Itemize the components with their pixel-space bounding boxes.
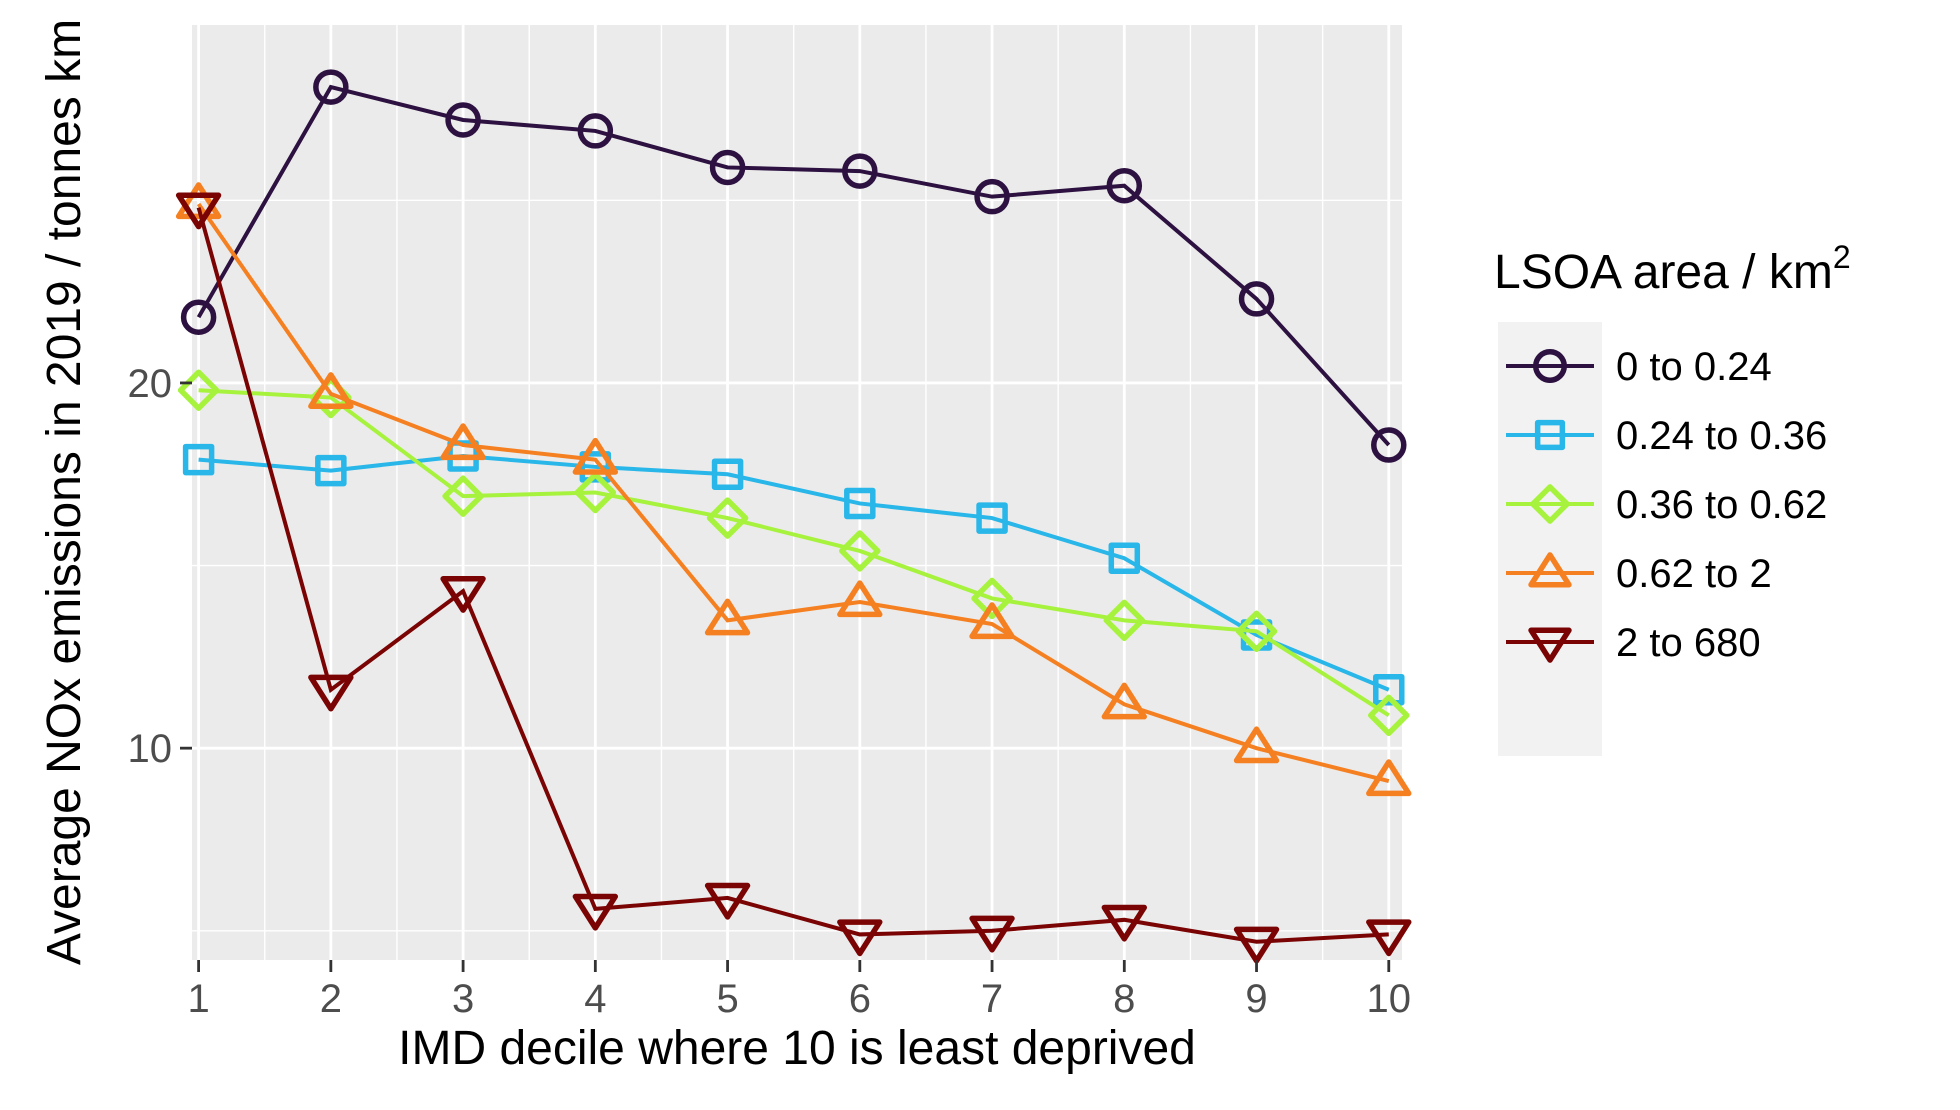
data-point [1366, 919, 1412, 957]
data-point [974, 178, 1010, 215]
data-point [574, 471, 617, 514]
legend-label: 0.62 to 2 [1616, 552, 1772, 596]
legend-item: 2 to 680 [1506, 621, 1761, 665]
legend-label: 0.36 to 0.62 [1616, 483, 1827, 527]
legend-label: 0 to 0.24 [1616, 345, 1772, 389]
legend-item: 0.36 to 0.62 [1506, 483, 1827, 527]
y-tick-label: 10 [128, 727, 173, 771]
data-point [440, 423, 486, 461]
data-point [572, 893, 619, 931]
x-tick-label: 1 [187, 977, 209, 1021]
data-point [1233, 726, 1280, 764]
x-tick-label: 6 [849, 977, 871, 1021]
legend: LSOA area / km2 0 to 0.24 0.24 to 0.36 0.3… [1494, 239, 1851, 756]
axes-layer: 10 20 1 2 3 4 5 6 7 8 9 10 [128, 362, 1412, 1021]
data-point [969, 602, 1015, 640]
data-point [1101, 682, 1147, 720]
data-point [445, 102, 481, 138]
legend-key-background [1498, 322, 1602, 756]
series-line [196, 202, 1390, 783]
x-tick-label: 3 [452, 977, 474, 1021]
x-tick-label: 9 [1245, 977, 1267, 1021]
data-point [839, 530, 881, 572]
data-point [579, 451, 612, 483]
data-point [837, 580, 883, 618]
data-point [572, 437, 619, 475]
legend-label: 2 to 680 [1616, 621, 1761, 665]
data-point [704, 598, 751, 636]
x-tick-label: 8 [1113, 977, 1135, 1021]
data-point [1373, 673, 1405, 706]
data-point [844, 487, 876, 520]
data-point [182, 443, 215, 476]
series-0.62-to-2 [175, 182, 1412, 797]
data-point [1534, 419, 1566, 451]
x-axis-title: IMD decile where 10 is least deprived [398, 1022, 1196, 1075]
data-point [315, 454, 347, 487]
x-tick-label: 2 [320, 977, 342, 1021]
series-line [196, 207, 1389, 944]
series-0-to-0.24 [180, 69, 1407, 463]
y-axis-title: Average NOx emissions in 2019 / tonnes k… [38, 19, 91, 965]
data-point [1103, 599, 1146, 642]
series-line [198, 453, 1390, 692]
data-point [704, 882, 751, 920]
data-point [1533, 349, 1567, 383]
data-point [577, 113, 614, 149]
legend-item: 0 to 0.24 [1506, 345, 1772, 389]
data-point [976, 502, 1008, 534]
x-tick-label: 7 [981, 977, 1003, 1021]
series-2-to-680 [175, 192, 1412, 964]
y-tick-label: 20 [128, 362, 173, 406]
legend-items: 0 to 0.24 0.24 to 0.36 0.36 to 0.62 0.62 to… [1506, 345, 1827, 665]
data-point [1371, 427, 1407, 463]
data-point [842, 153, 878, 189]
data-point [1528, 627, 1572, 663]
series-layer [175, 69, 1412, 964]
legend-item: 0.24 to 0.36 [1506, 414, 1827, 458]
data-point [1101, 904, 1147, 942]
data-point [440, 576, 486, 613]
data-point [1235, 610, 1278, 653]
data-point [1233, 926, 1280, 964]
series-0.36-to-0.62 [177, 369, 1410, 737]
data-point [969, 915, 1015, 953]
data-point [837, 919, 883, 957]
series-line [196, 84, 1391, 447]
data-point [175, 192, 222, 230]
data-point [1238, 281, 1275, 317]
data-point [1366, 759, 1412, 797]
data-point [1530, 484, 1570, 524]
data-point [706, 497, 749, 539]
data-point [442, 475, 484, 517]
x-tick-label: 10 [1367, 977, 1412, 1021]
data-point [709, 149, 746, 186]
data-point [971, 577, 1013, 620]
plot-panel [192, 25, 1402, 960]
data-point [308, 674, 354, 712]
data-point [1528, 552, 1572, 588]
data-point [711, 458, 744, 490]
data-point [1368, 694, 1410, 737]
series-line [198, 388, 1390, 717]
data-point [175, 182, 222, 220]
data-point [313, 69, 349, 105]
legend-label: 0.24 to 0.36 [1616, 414, 1827, 458]
legend-title: LSOA area / km2 [1494, 239, 1851, 299]
x-tick-label: 4 [584, 977, 606, 1021]
data-point [1108, 542, 1141, 574]
legend-item: 0.62 to 2 [1506, 552, 1772, 596]
data-point [1106, 167, 1143, 204]
data-point [180, 299, 217, 335]
data-point [308, 372, 354, 409]
x-tick-label: 5 [716, 977, 738, 1021]
